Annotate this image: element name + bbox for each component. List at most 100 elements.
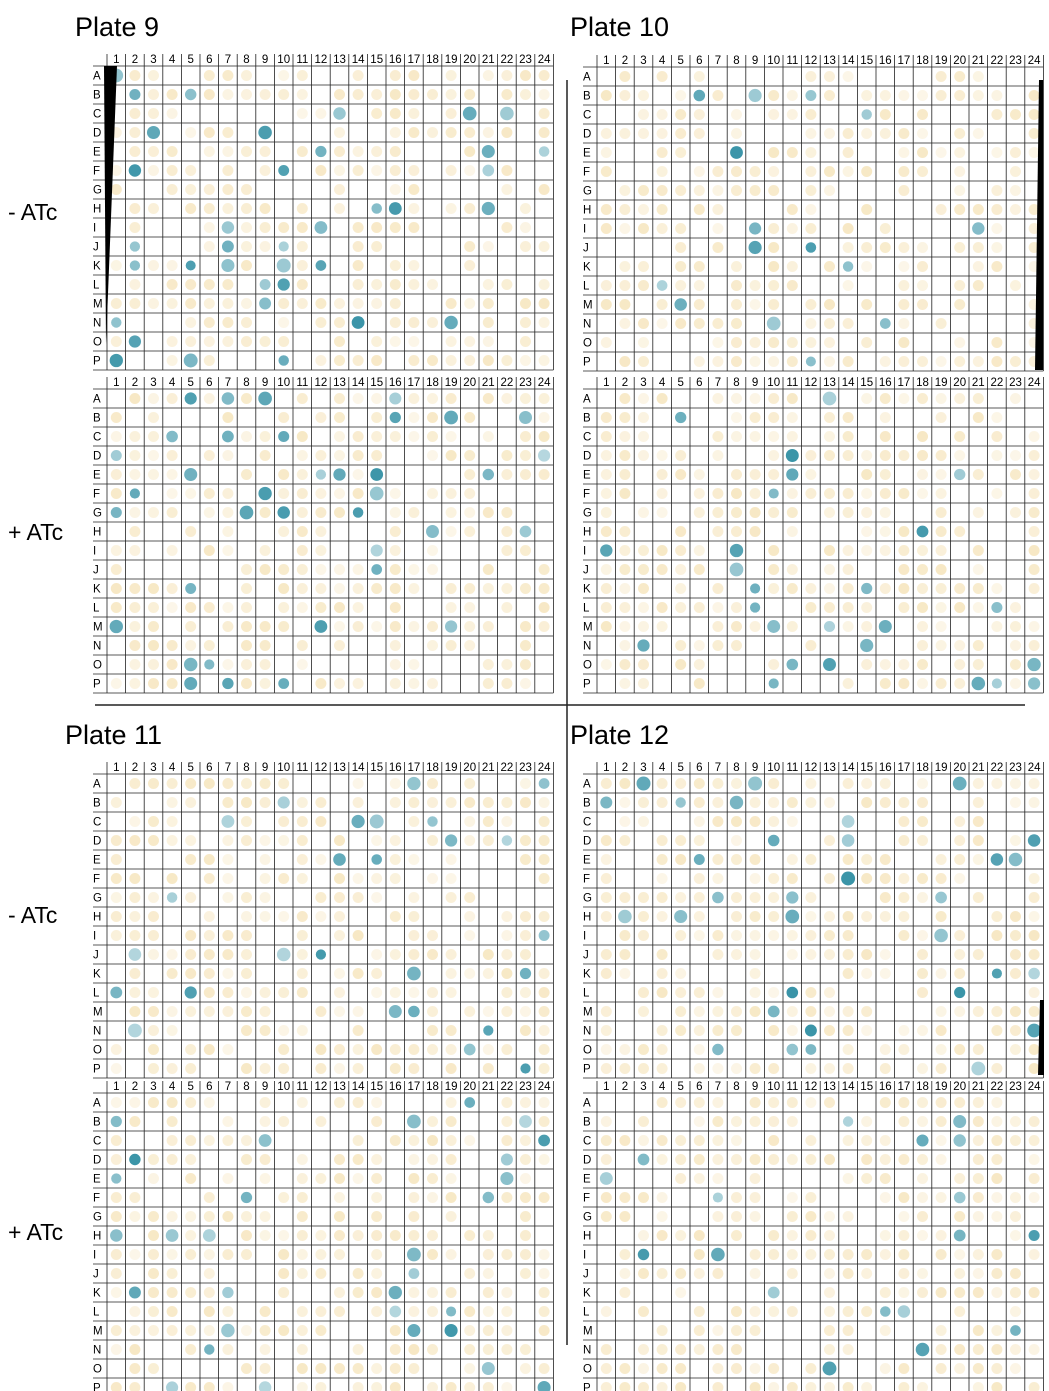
- colony-spot: [315, 355, 326, 366]
- colony-spot: [954, 128, 965, 139]
- colony-spot: [657, 128, 668, 139]
- colony-spot: [241, 640, 252, 651]
- colony-spot: [954, 1287, 965, 1298]
- row-label: P: [93, 679, 101, 691]
- colony-spot: [748, 777, 762, 791]
- row-label: F: [583, 874, 590, 886]
- colony-spot: [601, 450, 612, 461]
- colony-spot: [973, 1135, 984, 1146]
- colony-spot: [539, 1044, 550, 1055]
- colony-spot: [954, 1268, 965, 1279]
- colony-spot: [786, 449, 799, 462]
- colony-spot: [973, 393, 984, 404]
- colony-spot: [805, 318, 816, 329]
- colony-spot: [129, 450, 140, 461]
- colony-spot: [483, 949, 494, 960]
- colony-spot: [657, 204, 668, 215]
- colony-spot: [768, 90, 779, 101]
- colony-spot: [277, 506, 289, 518]
- colony-spot: [917, 602, 928, 613]
- colony-spot: [278, 1249, 289, 1260]
- colony-spot: [880, 1192, 891, 1203]
- colony-spot: [184, 468, 197, 481]
- colony-spot: [731, 337, 742, 348]
- colony-spot: [446, 336, 457, 347]
- colony-spot: [973, 1344, 984, 1355]
- column-label: 10: [277, 54, 290, 66]
- colony-spot: [353, 1230, 364, 1241]
- colony-spot: [1010, 1306, 1021, 1317]
- colony-spot: [824, 564, 835, 575]
- colony-spot: [520, 1006, 531, 1017]
- colony-spot: [278, 278, 290, 290]
- column-label: 6: [206, 54, 212, 66]
- colony-spot: [519, 411, 532, 424]
- colony-spot: [241, 1025, 252, 1036]
- colony-spot: [843, 911, 854, 922]
- colony-spot: [445, 1324, 458, 1337]
- colony-spot: [712, 854, 723, 865]
- colony-spot: [861, 393, 872, 404]
- colony-spot: [880, 431, 891, 442]
- colony-spot: [880, 1063, 891, 1074]
- colony-spot: [408, 336, 419, 347]
- colony-spot: [185, 203, 196, 214]
- colony-spot: [787, 816, 798, 827]
- colony-spot: [334, 1306, 345, 1317]
- colony-spot: [787, 90, 798, 101]
- colony-spot: [954, 393, 965, 404]
- column-label: 4: [169, 54, 176, 66]
- colony-spot: [185, 1063, 196, 1074]
- colony-spot: [446, 873, 457, 884]
- colony-spot: [483, 1268, 494, 1279]
- column-label: 21: [482, 1081, 495, 1093]
- row-label: P: [583, 679, 591, 691]
- colony-spot: [712, 1211, 723, 1222]
- colony-spot: [334, 968, 345, 979]
- colony-spot: [538, 449, 550, 461]
- colony-spot: [520, 1211, 531, 1222]
- colony-spot: [619, 778, 630, 789]
- colony-spot: [1010, 1211, 1021, 1222]
- colony-spot: [334, 89, 345, 100]
- colony-spot: [991, 1249, 1002, 1260]
- colony-spot: [936, 1230, 947, 1241]
- colony-spot: [408, 621, 419, 632]
- colony-spot: [390, 1344, 401, 1355]
- colony-spot: [221, 1324, 234, 1337]
- colony-spot: [222, 1116, 233, 1127]
- colony-spot: [390, 507, 401, 518]
- colony-spot: [880, 1287, 891, 1298]
- row-label: L: [583, 1307, 590, 1319]
- colony-spot: [992, 968, 1002, 978]
- colony-spot: [408, 1268, 419, 1279]
- colony-spot: [1010, 911, 1021, 922]
- colony-spot: [241, 469, 252, 480]
- colony-spot: [353, 1044, 364, 1055]
- colony-spot: [880, 1044, 891, 1055]
- colony-spot: [731, 1230, 742, 1241]
- colony-spot: [731, 412, 742, 423]
- colony-spot: [674, 910, 687, 923]
- colony-spot: [204, 203, 215, 214]
- colony-spot: [444, 316, 457, 329]
- colony-spot: [973, 854, 984, 865]
- colony-spot: [601, 1025, 612, 1036]
- colony-spot: [371, 393, 382, 404]
- row-label: L: [93, 1307, 100, 1319]
- row-label: L: [583, 603, 590, 615]
- colony-spot: [222, 146, 233, 157]
- colony-spot: [917, 1211, 928, 1222]
- colony-spot: [805, 223, 816, 234]
- colony-spot: [446, 1154, 457, 1165]
- colony-spot: [787, 147, 798, 158]
- colony-spot: [917, 90, 928, 101]
- colony-spot: [768, 1116, 779, 1127]
- row-label: H: [93, 912, 101, 924]
- colony-spot: [805, 488, 816, 499]
- colony-spot: [843, 1044, 854, 1055]
- colony-spot: [222, 930, 233, 941]
- colony-spot: [694, 204, 705, 215]
- colony-spot: [464, 911, 475, 922]
- colony-spot: [917, 1097, 928, 1108]
